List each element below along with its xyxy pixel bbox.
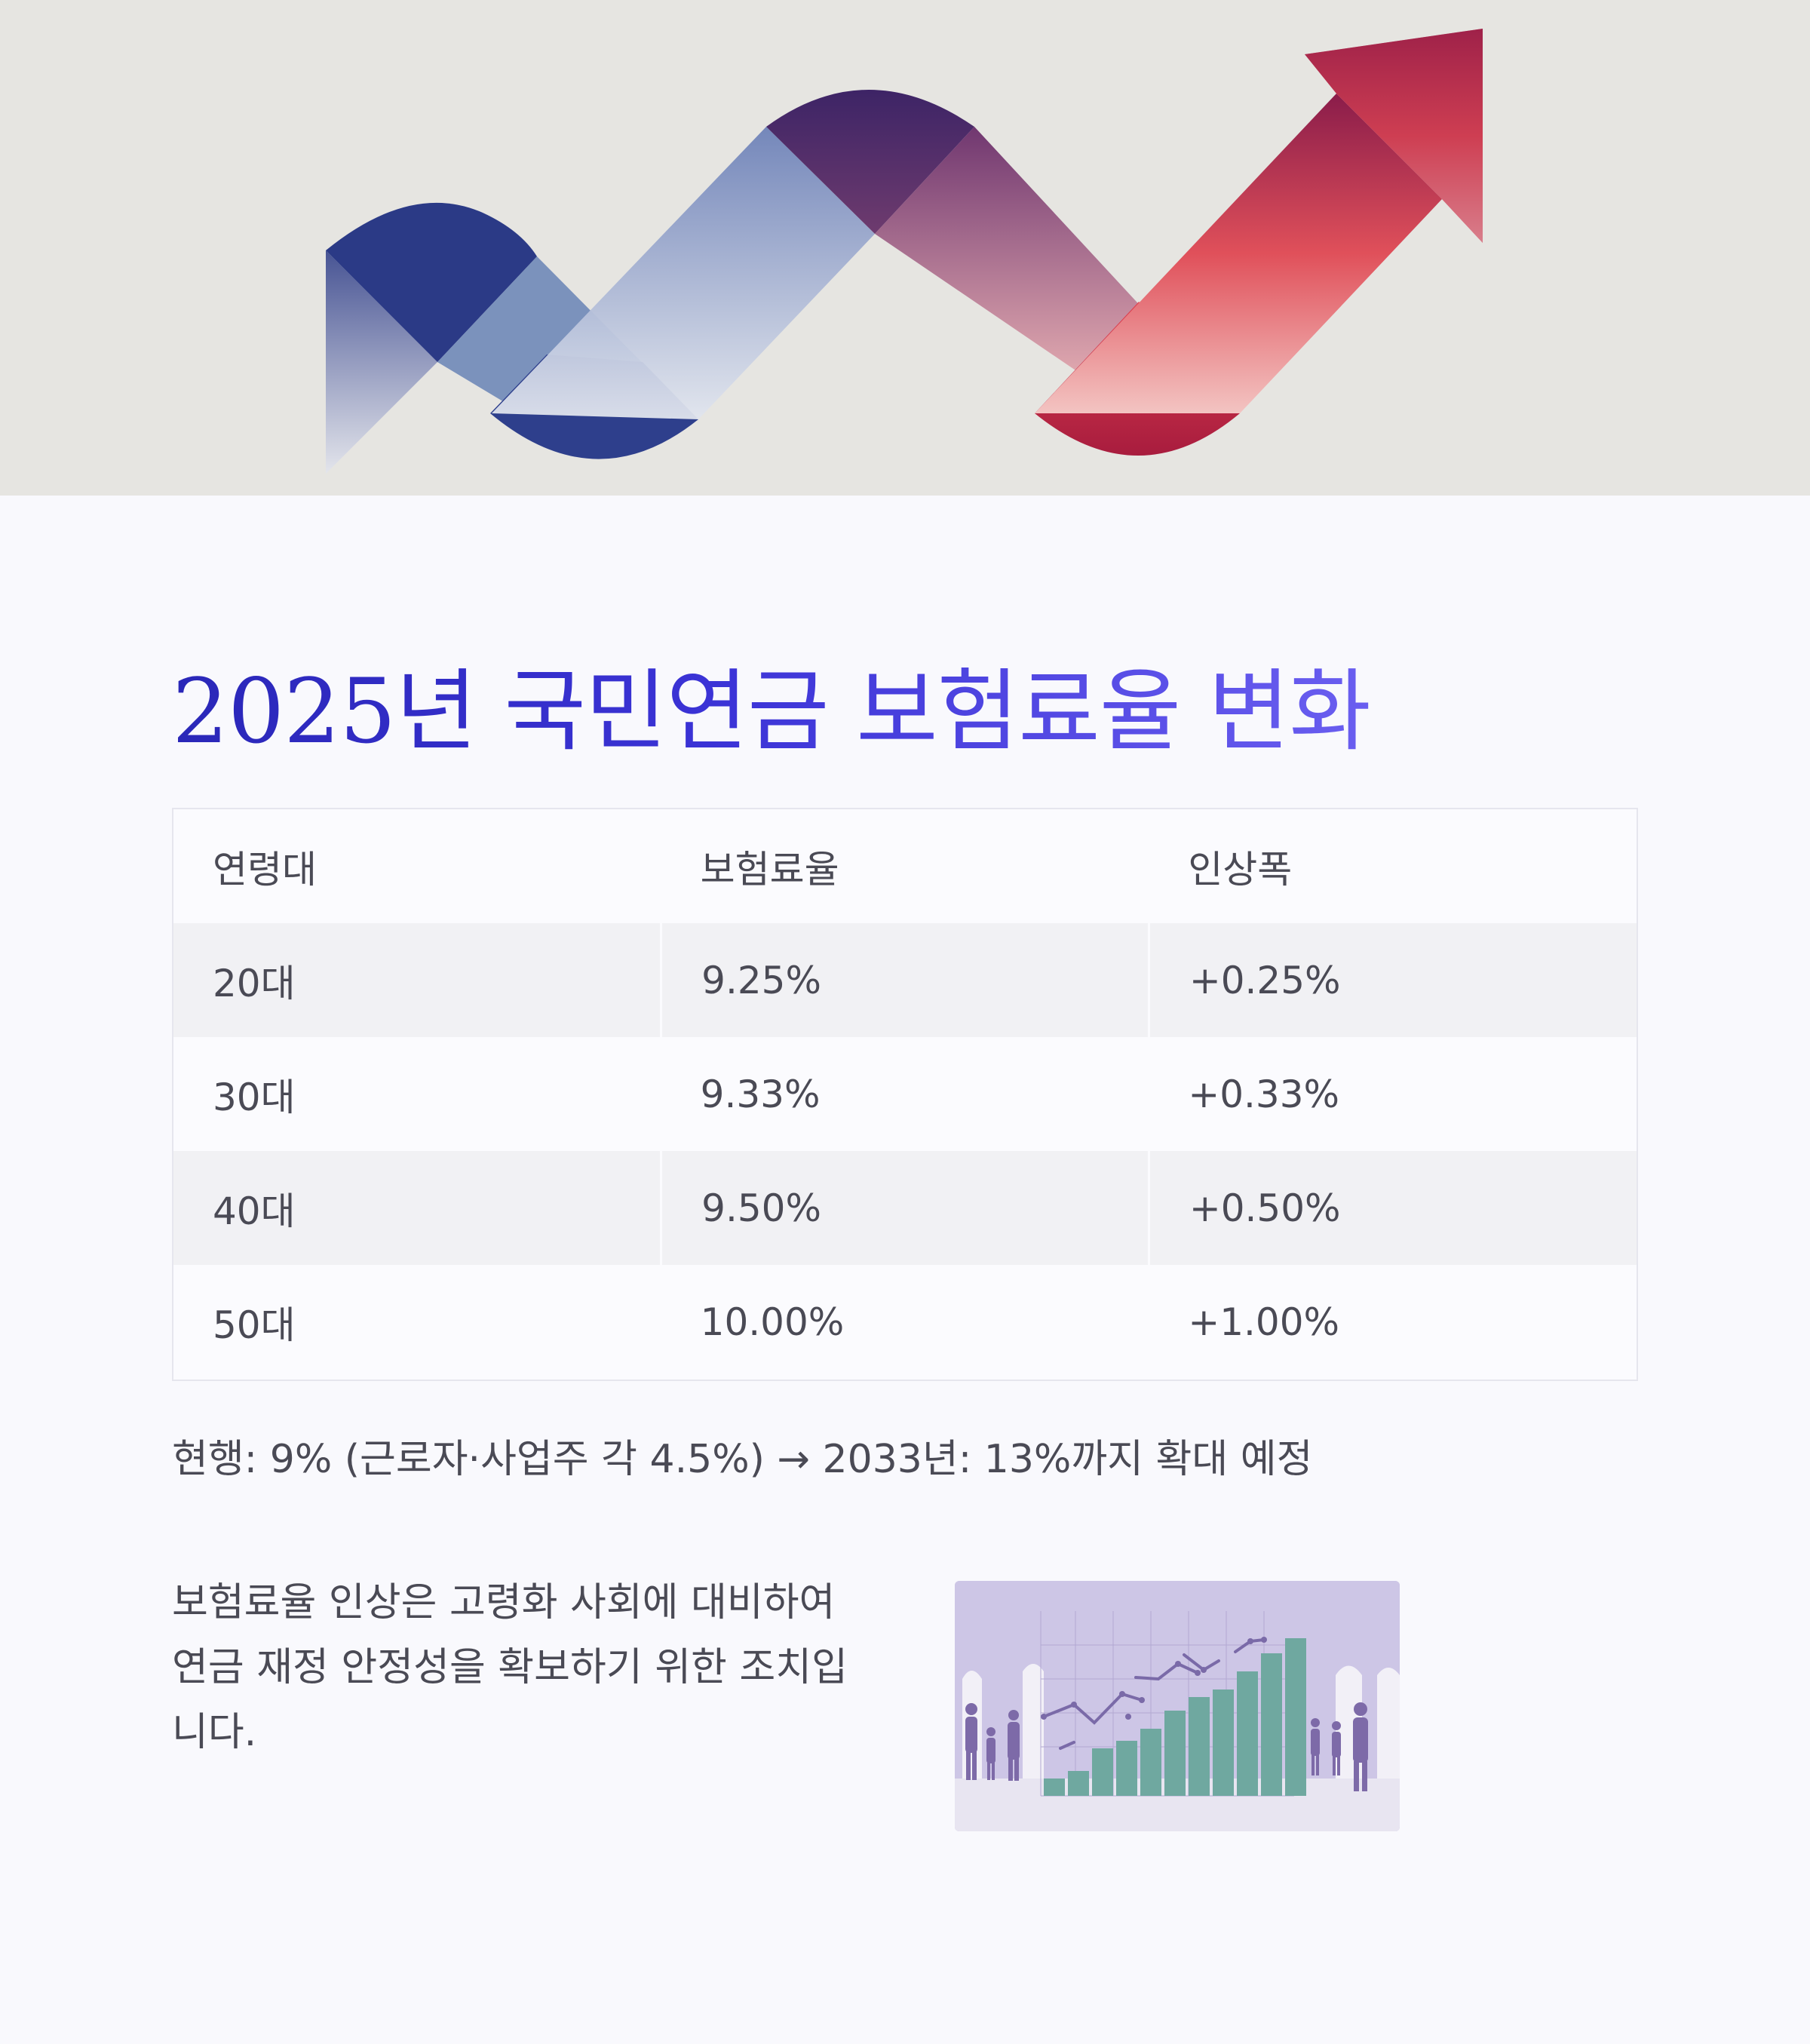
table-row: 20대 9.25% +0.25% xyxy=(173,923,1637,1037)
page-title: 2025년 국민연금 보험료율 변화 xyxy=(172,655,1371,768)
table-row: 40대 9.50% +0.50% xyxy=(173,1151,1637,1265)
increase-cell: +0.33% xyxy=(1188,1072,1340,1116)
column-header-rate: 보험료율 xyxy=(700,847,839,892)
rising-arrow-illustration xyxy=(326,29,1483,475)
rate-cell: 9.25% xyxy=(660,923,1149,1037)
column-header-age: 연령대 xyxy=(213,847,317,892)
column-header-increase: 인상폭 xyxy=(1188,847,1293,892)
increase-cell: +0.25% xyxy=(1147,923,1637,1037)
age-cell: 40대 xyxy=(173,1151,661,1265)
table-row: 30대 9.33% +0.33% xyxy=(173,1037,1637,1151)
table-header-row: 연령대 보험료율 인상폭 xyxy=(173,809,1637,923)
age-cell: 30대 xyxy=(213,1075,296,1119)
rate-cell: 9.33% xyxy=(700,1072,821,1116)
chart-people-image xyxy=(955,1581,1400,1831)
rate-schedule-note: 현행: 9% (근로자·사업주 각 4.5%) → 2033년: 13%까지 확… xyxy=(172,1437,1313,1482)
description-text: 보험료율 인상은 고령화 사회에 대비하여 연금 재정 안정성을 확보하기 위한… xyxy=(172,1580,848,1755)
age-cell: 50대 xyxy=(213,1303,296,1347)
growth-chart-illustration xyxy=(955,1581,1400,1831)
increase-cell: +0.50% xyxy=(1147,1151,1637,1265)
contribution-rate-table: 연령대 보험료율 인상폭 20대 9.25% +0.25% 30대 9.33% … xyxy=(172,808,1638,1381)
rate-cell: 10.00% xyxy=(700,1300,845,1344)
age-cell: 20대 xyxy=(173,923,661,1037)
table-row: 50대 10.00% +1.00% xyxy=(173,1265,1637,1379)
increase-cell: +1.00% xyxy=(1188,1300,1340,1344)
rate-cell: 9.50% xyxy=(660,1151,1149,1265)
hero-banner xyxy=(0,0,1810,496)
